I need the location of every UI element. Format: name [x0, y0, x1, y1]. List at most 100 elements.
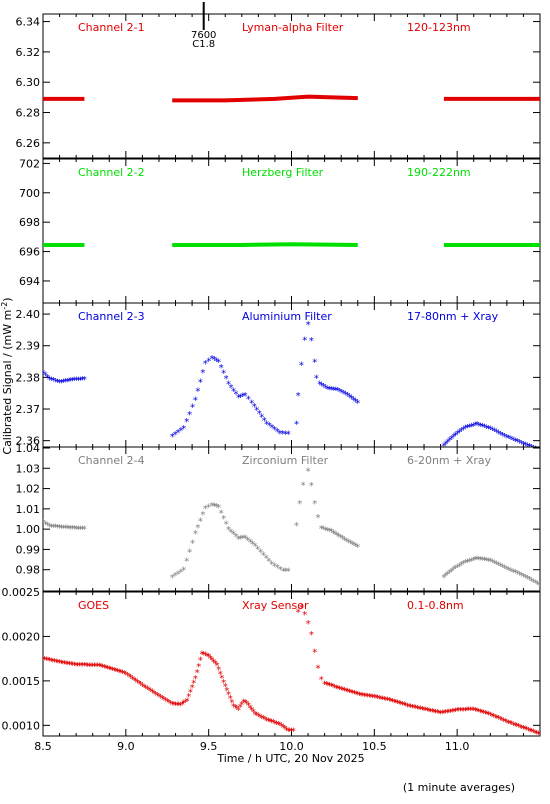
- data-point: *: [45, 521, 50, 532]
- data-point: *: [327, 527, 332, 538]
- data-point: *: [286, 567, 291, 578]
- data-point: *: [74, 376, 79, 387]
- data-point: *: [486, 710, 491, 721]
- data-point: *: [468, 706, 473, 717]
- data-point: *: [137, 679, 142, 690]
- data-point: *: [178, 568, 183, 579]
- data-point: *: [252, 402, 257, 413]
- data-point: *: [187, 410, 192, 421]
- data-point: *: [531, 444, 536, 455]
- data-point: *: [457, 428, 462, 439]
- data-point: *: [279, 722, 284, 733]
- data-point: *: [504, 718, 509, 729]
- y-tick-label: 700: [19, 187, 40, 200]
- data-point: *: [400, 700, 405, 711]
- data-point: *: [253, 541, 258, 552]
- data-point: *: [280, 429, 285, 440]
- data-point: *: [447, 568, 452, 579]
- data-band: [172, 94, 358, 103]
- y-tick-label: 6.30: [16, 76, 41, 89]
- series-3: ****************************************…: [43, 320, 540, 455]
- data-point: *: [455, 706, 460, 717]
- data-point: *: [43, 371, 48, 382]
- data-point: *: [448, 707, 453, 718]
- data-point: *: [294, 419, 299, 430]
- data-point: *: [523, 441, 528, 452]
- y-tick-label: 702: [19, 157, 40, 170]
- data-point: *: [219, 674, 224, 685]
- data-point: *: [451, 565, 456, 576]
- data-point: *: [492, 559, 497, 570]
- data-point: *: [425, 706, 430, 717]
- data-point: *: [286, 430, 291, 441]
- data-point: *: [102, 663, 107, 674]
- data-point: *: [258, 548, 263, 559]
- data-point: *: [345, 391, 350, 402]
- data-point: *: [367, 692, 372, 703]
- data-point: *: [331, 528, 336, 539]
- data-point: *: [420, 705, 425, 716]
- data-point: *: [519, 439, 524, 450]
- data-point: *: [135, 678, 140, 689]
- data-point: *: [190, 538, 195, 549]
- data-point: *: [94, 662, 99, 673]
- data-point: *: [521, 572, 526, 583]
- data-point: *: [266, 557, 271, 568]
- data-point: *: [76, 375, 81, 386]
- data-point: *: [203, 504, 208, 515]
- data-point: *: [533, 579, 538, 590]
- data-point: *: [492, 427, 497, 438]
- data-point: *: [173, 430, 178, 441]
- data-point: *: [518, 723, 523, 734]
- data-point: *: [201, 650, 206, 661]
- data-point: *: [467, 422, 472, 433]
- data-point: *: [325, 526, 330, 537]
- data-point: *: [494, 560, 499, 571]
- data-point: *: [395, 699, 400, 710]
- data-point: *: [41, 655, 46, 666]
- data-point: *: [270, 423, 275, 434]
- y-axis-label-close: ): [1, 297, 14, 301]
- data-point: *: [123, 670, 128, 681]
- data-point: *: [335, 386, 340, 397]
- data-point: *: [259, 412, 264, 423]
- data-point: *: [51, 523, 56, 534]
- data-point: *: [364, 692, 369, 703]
- data-point: *: [191, 679, 196, 690]
- data-point: *: [339, 388, 344, 399]
- data-point: *: [240, 534, 245, 545]
- data-point: *: [529, 576, 534, 587]
- data-point: *: [76, 524, 81, 535]
- data-point: *: [332, 683, 337, 694]
- data-point: *: [374, 693, 379, 704]
- data-point: *: [516, 722, 521, 733]
- data-point: *: [221, 369, 226, 380]
- data-point: *: [329, 682, 334, 693]
- data-point: *: [198, 517, 203, 528]
- series-4: ****************************************…: [43, 466, 540, 591]
- data-point: *: [264, 554, 269, 565]
- data-point: *: [441, 441, 446, 452]
- data-point: *: [61, 523, 66, 534]
- data-point: *: [309, 336, 314, 347]
- x-tick-label: 9.5: [200, 740, 218, 753]
- data-point: *: [238, 392, 243, 403]
- panel-label: Xray Sensor: [242, 599, 309, 612]
- data-point: *: [196, 662, 201, 673]
- data-point: *: [500, 431, 505, 442]
- panel-label: Channel 2-3: [78, 310, 145, 323]
- data-point: *: [525, 574, 530, 585]
- data-point: *: [352, 540, 357, 551]
- data-point: *: [523, 725, 528, 736]
- data-point: *: [506, 718, 511, 729]
- data-point: *: [488, 557, 493, 568]
- data-point: *: [467, 557, 472, 568]
- data-point: *: [148, 687, 153, 698]
- data-point: *: [79, 661, 84, 672]
- data-point: *: [184, 417, 189, 428]
- data-point: *: [436, 709, 441, 720]
- data-point: *: [224, 520, 229, 531]
- y-tick-label: 2.39: [16, 340, 41, 353]
